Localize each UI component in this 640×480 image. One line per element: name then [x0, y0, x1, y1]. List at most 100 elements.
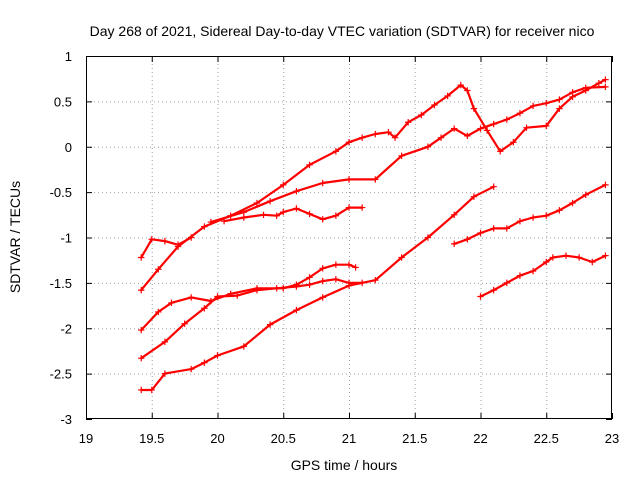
data-point: [345, 139, 353, 146]
data-point: [306, 161, 313, 169]
series-track-5: [138, 183, 497, 394]
data-point: [457, 81, 464, 89]
data-point: [575, 254, 583, 261]
data-point: [543, 122, 550, 130]
data-point: [332, 261, 340, 268]
data-point: [582, 84, 589, 91]
data-point: [556, 105, 563, 112]
data-point: [451, 240, 458, 248]
y-tick-label: -2: [60, 321, 72, 336]
data-point: [424, 143, 432, 150]
data-point: [155, 266, 162, 273]
data-point: [234, 292, 241, 299]
data-point: [148, 386, 155, 394]
data-point: [161, 338, 169, 346]
plot-frame: [86, 56, 612, 419]
x-tick-label: 19: [79, 431, 93, 446]
data-point: [319, 294, 326, 301]
data-point: [293, 205, 300, 212]
data-point: [424, 234, 432, 241]
data-point: [602, 181, 609, 189]
data-series: [138, 76, 609, 394]
data-point: [174, 243, 182, 250]
data-point: [352, 264, 359, 271]
data-point: [569, 89, 576, 96]
data-point: [168, 299, 175, 307]
data-point: [306, 210, 313, 218]
data-point: [293, 283, 300, 290]
data-point: [253, 286, 261, 294]
data-point: [398, 152, 405, 160]
data-point: [372, 130, 379, 138]
data-point: [201, 223, 208, 230]
x-tick-label: 21: [342, 431, 356, 446]
data-point: [240, 214, 247, 221]
data-point: [201, 359, 208, 366]
data-point: [201, 305, 208, 312]
chart-title: Day 268 of 2021, Sidereal Day-to-day VTE…: [90, 23, 595, 39]
data-point: [431, 101, 438, 109]
data-point: [556, 207, 563, 214]
data-point: [358, 134, 366, 141]
data-point: [332, 148, 340, 155]
data-point: [523, 124, 530, 131]
data-point: [345, 176, 353, 183]
data-point: [543, 99, 550, 107]
data-point: [490, 183, 497, 190]
data-point: [260, 211, 267, 219]
data-point: [391, 134, 399, 141]
y-tick-labels: -3 -2.5 -2 -1.5 -1 -0.5 0 0.5 1: [50, 49, 72, 427]
y-tick-label: -2.5: [50, 367, 72, 382]
data-point: [556, 96, 563, 103]
data-point: [280, 181, 287, 189]
data-point: [516, 217, 524, 225]
data-point: [490, 286, 497, 294]
data-point: [470, 193, 478, 200]
x-tick-label: 22.5: [534, 431, 559, 446]
data-point: [332, 212, 340, 219]
data-point: [372, 276, 379, 284]
data-point: [543, 258, 550, 266]
data-point: [437, 134, 445, 141]
x-tick-label: 19.5: [139, 431, 164, 446]
data-point: [188, 365, 195, 373]
data-point: [161, 237, 169, 245]
data-point: [464, 87, 471, 94]
data-point: [138, 386, 145, 394]
data-point: [293, 188, 300, 195]
data-point: [214, 352, 221, 359]
data-point: [273, 212, 280, 219]
data-point: [306, 274, 313, 281]
grid-lines: [86, 56, 612, 419]
data-point: [253, 199, 261, 207]
data-point: [319, 179, 326, 187]
data-point: [464, 132, 471, 140]
data-point: [138, 254, 145, 261]
data-point: [293, 306, 300, 314]
data-point: [358, 204, 366, 211]
data-point: [319, 265, 326, 272]
data-point: [273, 285, 280, 292]
data-point: [214, 293, 221, 300]
data-point: [155, 308, 162, 316]
data-point: [490, 120, 497, 128]
x-tick-label: 23: [605, 431, 619, 446]
data-point: [372, 176, 379, 183]
data-point: [181, 320, 188, 327]
series-track-8: [451, 181, 609, 248]
data-point: [220, 217, 228, 225]
y-tick-label: -1.5: [50, 276, 72, 291]
data-point: [569, 199, 576, 207]
data-point: [451, 125, 458, 132]
data-point: [562, 252, 570, 259]
data-point: [418, 111, 425, 119]
data-point: [589, 258, 596, 266]
data-point: [404, 119, 412, 126]
data-point: [497, 148, 504, 155]
data-point: [385, 129, 392, 136]
series-line: [453, 183, 607, 245]
data-point: [529, 267, 537, 275]
data-point: [595, 80, 603, 87]
x-tick-label: 20.5: [271, 431, 296, 446]
